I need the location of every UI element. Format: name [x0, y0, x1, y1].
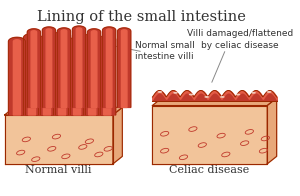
Polygon shape [89, 36, 96, 115]
Polygon shape [54, 32, 70, 115]
Polygon shape [152, 105, 267, 164]
Polygon shape [84, 34, 101, 115]
Text: Villi damaged/flattened
by celiac disease: Villi damaged/flattened by celiac diseas… [187, 29, 293, 50]
Ellipse shape [267, 91, 272, 93]
Ellipse shape [204, 96, 209, 98]
Polygon shape [23, 34, 40, 115]
Ellipse shape [251, 92, 256, 94]
Ellipse shape [158, 91, 162, 93]
Polygon shape [69, 37, 86, 115]
Polygon shape [8, 37, 26, 115]
Polygon shape [5, 115, 113, 164]
Polygon shape [103, 27, 116, 107]
Polygon shape [42, 27, 56, 107]
Polygon shape [152, 98, 277, 105]
Polygon shape [61, 30, 67, 107]
Text: Lining of the small intestine: Lining of the small intestine [37, 11, 246, 24]
Polygon shape [28, 36, 35, 115]
Polygon shape [118, 28, 131, 107]
Text: Celiac disease: Celiac disease [169, 164, 249, 174]
Ellipse shape [236, 94, 240, 95]
Polygon shape [74, 40, 81, 115]
Polygon shape [99, 35, 116, 115]
Polygon shape [44, 38, 51, 115]
Polygon shape [46, 29, 52, 107]
Polygon shape [27, 29, 40, 107]
Text: Normal villi: Normal villi [25, 164, 92, 174]
Polygon shape [88, 29, 101, 107]
Polygon shape [76, 28, 82, 107]
Polygon shape [73, 26, 85, 107]
Polygon shape [106, 29, 112, 107]
Polygon shape [91, 31, 97, 107]
Polygon shape [39, 35, 56, 115]
Ellipse shape [189, 94, 194, 95]
Polygon shape [14, 40, 20, 115]
Polygon shape [58, 34, 66, 115]
Polygon shape [104, 38, 111, 115]
Ellipse shape [220, 96, 225, 98]
Polygon shape [267, 98, 277, 164]
Text: Normal small
intestine villi: Normal small intestine villi [135, 41, 194, 61]
Polygon shape [113, 107, 122, 164]
Polygon shape [31, 31, 37, 107]
Polygon shape [122, 30, 127, 107]
Polygon shape [5, 107, 122, 115]
Ellipse shape [173, 92, 178, 94]
Polygon shape [57, 28, 70, 107]
